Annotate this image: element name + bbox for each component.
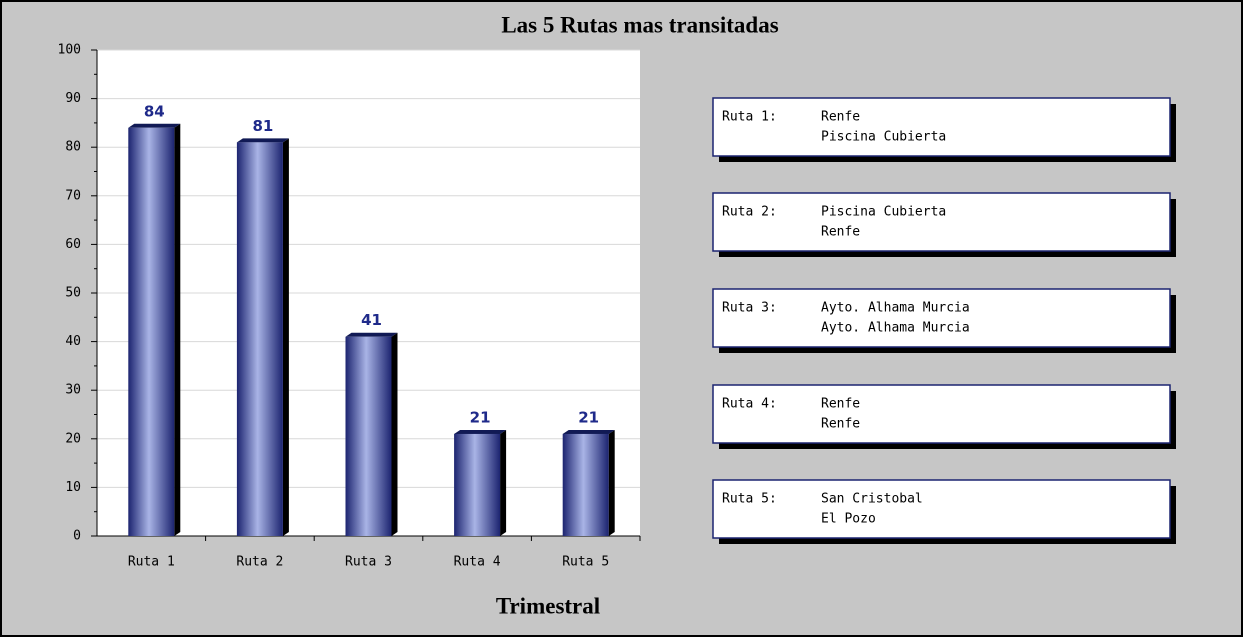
legend-label: Ruta 4: (722, 397, 777, 412)
legend-box (712, 97, 1171, 157)
bar-top (562, 429, 615, 434)
legend-box (712, 288, 1171, 348)
bar-side (500, 429, 507, 536)
bar-top (236, 138, 289, 143)
x-tick-label: Ruta 4 (454, 555, 501, 570)
bar-side (391, 332, 398, 536)
legend-label: Ruta 3: (722, 301, 777, 316)
bar (236, 142, 283, 536)
bar-side (608, 429, 615, 536)
x-tick-label: Ruta 2 (236, 555, 283, 570)
y-tick-label: 90 (65, 91, 81, 106)
legend-line: Piscina Cubierta (821, 205, 946, 220)
legend-box (712, 479, 1171, 539)
legend-line: El Pozo (821, 512, 876, 527)
y-tick-label: 10 (65, 480, 81, 495)
bar-side (282, 138, 289, 536)
data-label: 21 (578, 408, 599, 426)
data-label: 81 (252, 117, 273, 135)
legend-line: Ayto. Alhama Murcia (821, 321, 970, 336)
bar (128, 127, 175, 536)
bar-side (174, 123, 181, 536)
y-tick-label: 70 (65, 188, 81, 203)
bar (562, 433, 609, 536)
legend-box (712, 384, 1171, 444)
legend-line: Renfe (821, 397, 860, 412)
x-tick-label: Ruta 3 (345, 555, 392, 570)
x-axis-label: Trimestral (496, 593, 600, 618)
y-tick-label: 30 (65, 383, 81, 398)
y-tick-label: 60 (65, 237, 81, 252)
bar-top (454, 429, 507, 434)
data-label: 84 (144, 102, 165, 120)
chart-title: Las 5 Rutas mas transitadas (501, 12, 778, 37)
bar-top (345, 332, 398, 337)
data-label: 21 (470, 408, 491, 426)
legend-line: Renfe (821, 417, 860, 432)
legend-line: Piscina Cubierta (821, 130, 946, 145)
y-tick-label: 100 (58, 43, 81, 58)
legend-line: Renfe (821, 225, 860, 240)
y-tick-label: 0 (73, 529, 81, 544)
bar (345, 336, 392, 536)
legend-label: Ruta 5: (722, 492, 777, 507)
x-tick-label: Ruta 1 (128, 555, 175, 570)
bar (454, 433, 501, 536)
legend-label: Ruta 1: (722, 110, 777, 125)
bar-top (128, 123, 181, 128)
y-tick-label: 20 (65, 431, 81, 446)
x-tick-label: Ruta 5 (562, 555, 609, 570)
legend-box (712, 192, 1171, 252)
y-tick-label: 40 (65, 334, 81, 349)
legend-line: San Cristobal (821, 492, 923, 507)
legend-label: Ruta 2: (722, 205, 777, 220)
y-tick-label: 50 (65, 286, 81, 301)
data-label: 41 (361, 311, 382, 329)
legend-line: Ayto. Alhama Murcia (821, 301, 970, 316)
legend-line: Renfe (821, 110, 860, 125)
y-tick-label: 80 (65, 140, 81, 155)
